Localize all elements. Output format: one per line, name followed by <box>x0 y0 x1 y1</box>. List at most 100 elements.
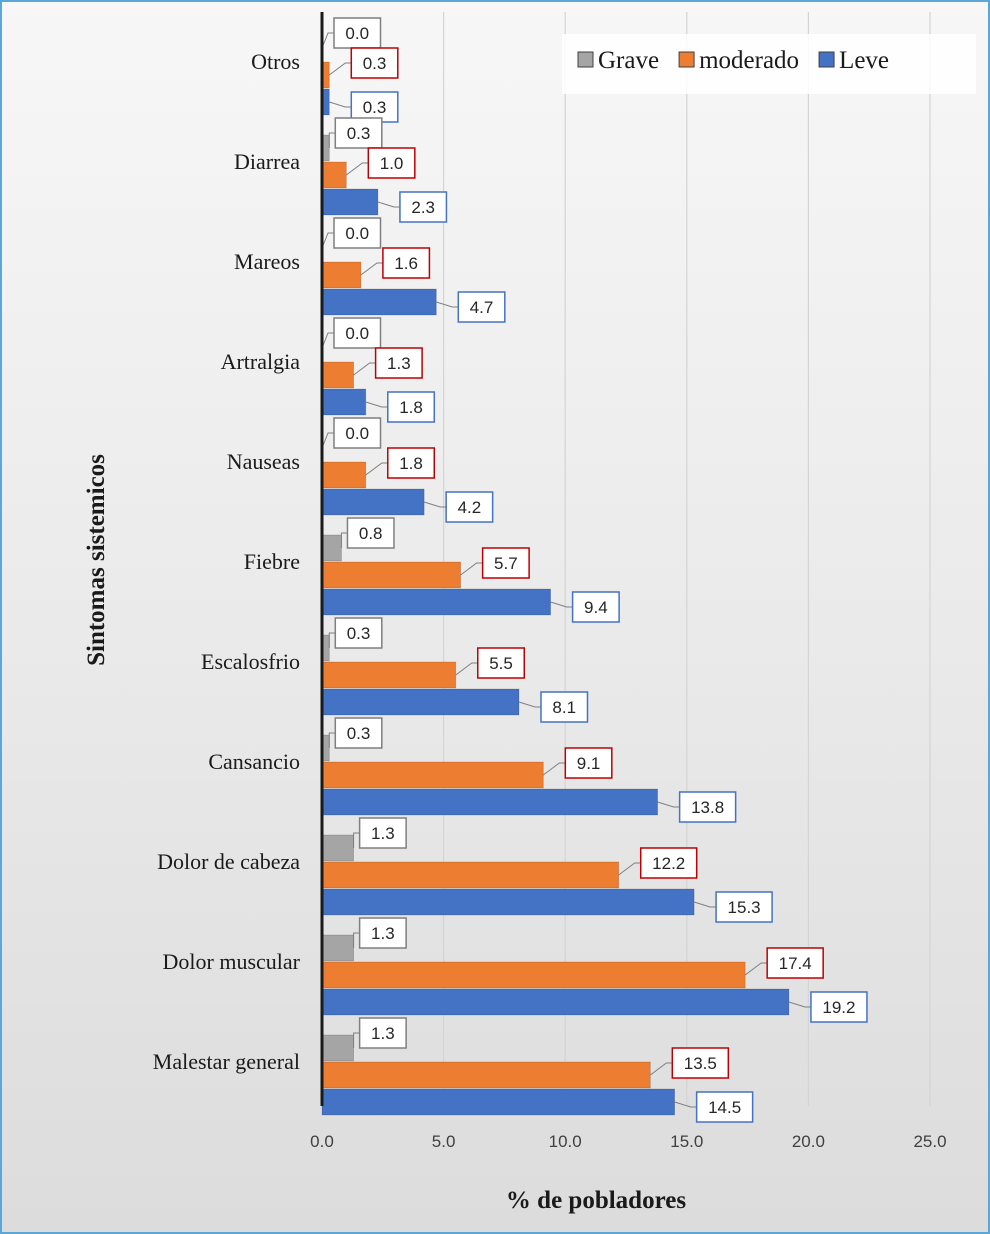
data-label-grave-dolor-de-cabeza: 1.3 <box>371 824 395 843</box>
bar-moderado-malestar-general <box>321 1061 651 1089</box>
data-label-leve-otros: 0.3 <box>363 98 387 117</box>
leader-line-leve-otros <box>329 101 352 108</box>
bar-leve-dolor-de-cabeza <box>321 888 695 916</box>
data-label-box-leve-otros <box>350 91 399 123</box>
leader-line-moderado-diarrea <box>346 162 369 176</box>
data-label-grave-cansancio: 0.3 <box>347 724 371 743</box>
category-label-dolor-de-cabeza: Dolor de cabeza <box>157 849 300 874</box>
data-label-leve-nauseas: 4.2 <box>458 498 482 517</box>
legend-swatch-grave <box>577 51 594 68</box>
leader-line-grave-otros <box>321 32 334 49</box>
category-label-diarrea: Diarrea <box>234 149 300 174</box>
leader-line-moderado-otros <box>328 62 352 76</box>
data-label-grave-artralgia: 0.0 <box>345 324 369 343</box>
data-label-moderado-malestar-general: 13.5 <box>684 1054 717 1073</box>
category-label-dolor-muscular: Dolor muscular <box>163 949 301 974</box>
x-tick-15-0: 15.0 <box>670 1132 703 1151</box>
bar-leve-mareos <box>321 288 437 316</box>
data-label-box-grave-dolor-muscular <box>358 917 407 949</box>
data-label-grave-diarrea: 0.3 <box>347 124 371 143</box>
data-label-moderado-diarrea: 1.0 <box>380 154 404 173</box>
data-label-moderado-otros: 0.3 <box>363 54 387 73</box>
data-label-box-moderado-malestar-general <box>671 1047 730 1079</box>
data-label-grave-malestar-general: 1.3 <box>371 1024 395 1043</box>
category-label-escalosfrio: Escalosfrio <box>201 649 300 674</box>
data-label-box-grave-fiebre <box>346 517 395 549</box>
leader-line-grave-cansancio <box>328 732 336 748</box>
data-label-grave-otros: 0.0 <box>345 24 369 43</box>
leader-line-grave-malestar-general <box>353 1032 360 1048</box>
data-label-box-moderado-otros <box>350 47 399 79</box>
data-label-box-grave-malestar-general <box>358 1017 407 1049</box>
leader-line-leve-diarrea <box>377 201 400 208</box>
leader-line-moderado-dolor-de-cabeza <box>618 862 641 876</box>
data-label-box-leve-nauseas <box>445 491 494 523</box>
category-label-cansancio: Cansancio <box>208 749 300 774</box>
category-label-fiebre: Fiebre <box>244 549 300 574</box>
data-label-box-leve-fiebre <box>571 591 620 623</box>
leader-line-leve-dolor-de-cabeza <box>693 901 717 908</box>
bar-grave-malestar-general <box>321 1034 355 1062</box>
data-label-leve-fiebre: 9.4 <box>584 598 608 617</box>
leader-line-leve-artralgia <box>365 401 388 408</box>
leader-line-leve-escalosfrio <box>518 701 541 708</box>
leader-line-grave-diarrea <box>328 132 336 148</box>
bar-moderado-mareos <box>321 261 362 289</box>
bar-leve-fiebre <box>321 588 552 616</box>
data-label-box-moderado-nauseas <box>387 447 436 479</box>
category-label-nauseas: Nauseas <box>227 449 300 474</box>
data-label-moderado-escalosfrio: 5.5 <box>489 654 513 673</box>
data-label-box-grave-diarrea <box>334 117 383 149</box>
data-label-leve-cansancio: 13.8 <box>691 798 724 817</box>
data-label-moderado-dolor-de-cabeza: 12.2 <box>652 854 685 873</box>
data-label-box-leve-dolor-de-cabeza <box>715 891 773 923</box>
leader-line-leve-dolor-muscular <box>788 1001 811 1008</box>
x-tick-10-0: 10.0 <box>549 1132 582 1151</box>
data-label-leve-dolor-muscular: 19.2 <box>822 998 855 1017</box>
data-label-box-leve-dolor-muscular <box>810 991 868 1023</box>
data-label-moderado-dolor-muscular: 17.4 <box>779 954 812 973</box>
bar-moderado-dolor-de-cabeza <box>321 861 620 889</box>
data-label-moderado-fiebre: 5.7 <box>494 554 518 573</box>
legend-swatch-leve <box>818 51 835 68</box>
bar-leve-nauseas <box>321 488 425 516</box>
category-label-otros: Otros <box>251 49 300 74</box>
data-label-box-grave-artralgia <box>333 317 382 349</box>
leader-line-grave-mareos <box>321 232 334 249</box>
legend-label-moderado: moderado <box>699 47 799 74</box>
bar-grave-dolor-muscular <box>321 934 355 962</box>
data-label-box-moderado-cansancio <box>564 747 613 779</box>
data-label-box-grave-escalosfrio <box>334 617 383 649</box>
leader-line-moderado-malestar-general <box>650 1062 673 1076</box>
data-label-moderado-cansancio: 9.1 <box>577 754 601 773</box>
leader-line-moderado-escalosfrio <box>455 662 478 676</box>
data-label-box-leve-diarrea <box>399 191 448 223</box>
leader-line-moderado-mareos <box>360 262 383 276</box>
data-label-box-grave-nauseas <box>333 417 382 449</box>
bar-moderado-diarrea <box>321 161 347 189</box>
data-label-box-grave-mareos <box>333 217 382 249</box>
x-tick-25-0: 25.0 <box>913 1132 946 1151</box>
data-label-box-moderado-artralgia <box>374 347 423 379</box>
bar-leve-cansancio <box>321 788 659 816</box>
category-label-artralgia: Artralgia <box>221 349 301 374</box>
bar-leve-diarrea <box>321 188 379 216</box>
bar-grave-fiebre <box>321 534 342 562</box>
bar-moderado-fiebre <box>321 561 462 589</box>
data-label-moderado-mareos: 1.6 <box>394 254 418 273</box>
data-label-grave-mareos: 0.0 <box>345 224 369 243</box>
data-label-leve-artralgia: 1.8 <box>399 398 423 417</box>
data-label-box-leve-mareos <box>457 291 506 323</box>
data-label-box-leve-malestar-general <box>695 1091 754 1123</box>
data-label-box-grave-cansancio <box>334 717 383 749</box>
y-axis-title: Sintomas sistemicos <box>83 454 110 666</box>
bar-moderado-dolor-muscular <box>321 961 746 989</box>
legend-swatch-moderado <box>678 51 695 68</box>
leader-line-moderado-artralgia <box>353 362 376 376</box>
bar-leve-artralgia <box>321 388 367 416</box>
leader-line-grave-fiebre <box>340 532 348 548</box>
data-label-box-leve-escalosfrio <box>540 691 589 723</box>
data-label-box-moderado-dolor-muscular <box>766 947 824 979</box>
